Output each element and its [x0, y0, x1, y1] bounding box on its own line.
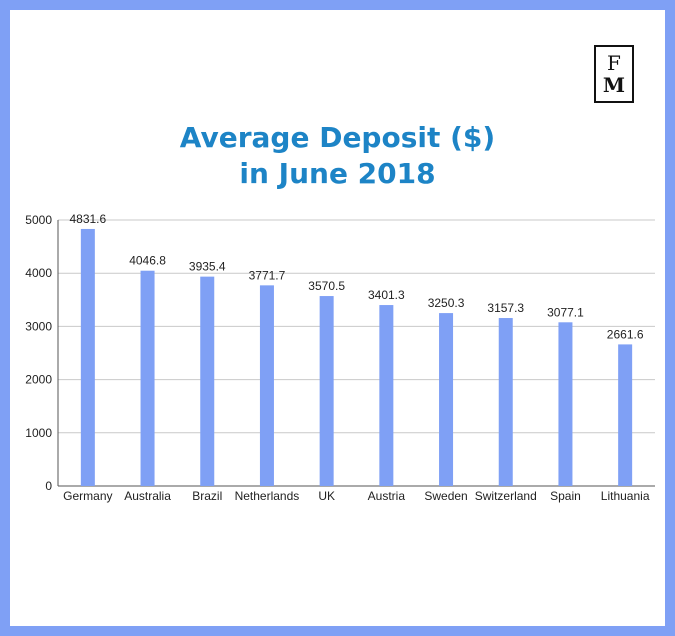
- y-tick-label: 0: [45, 479, 52, 493]
- bar: [439, 313, 454, 486]
- y-tick-label: 1000: [25, 426, 52, 440]
- bar: [80, 228, 95, 487]
- x-tick-label: Lithuania: [601, 489, 650, 503]
- bar: [498, 318, 513, 486]
- data-label: 4046.8: [129, 254, 166, 268]
- data-label: 3250.3: [428, 296, 465, 310]
- data-label: 3401.3: [368, 288, 405, 302]
- chart-title: Average Deposit ($) in June 2018: [0, 120, 675, 192]
- x-tick-label: UK: [318, 489, 335, 503]
- bar: [259, 285, 274, 486]
- chart-title-line1: Average Deposit ($): [179, 121, 496, 154]
- x-tick-label: Germany: [63, 489, 112, 503]
- logo-letter-f: F: [607, 51, 621, 75]
- data-label: 3935.4: [189, 260, 226, 274]
- bar: [379, 305, 394, 486]
- bar: [319, 296, 334, 486]
- x-tick-label: Switzerland: [475, 489, 537, 503]
- chart-frame: [10, 10, 665, 626]
- y-tick-label: 5000: [25, 213, 52, 227]
- data-label: 3077.1: [547, 305, 584, 319]
- bar: [140, 270, 155, 486]
- bar: [558, 322, 573, 486]
- chart-title-line2: in June 2018: [239, 157, 436, 190]
- data-label: 3771.7: [249, 268, 286, 282]
- bar: [200, 276, 215, 486]
- x-tick-label: Spain: [550, 489, 581, 503]
- data-label: 4831.6: [69, 212, 106, 226]
- y-tick-label: 2000: [25, 373, 52, 387]
- y-tick-label: 3000: [25, 319, 52, 333]
- x-tick-label: Brazil: [192, 489, 222, 503]
- x-tick-label: Austria: [368, 489, 406, 503]
- logo-letter-m: M: [602, 73, 626, 97]
- x-tick-label: Australia: [124, 489, 171, 503]
- x-tick-label: Netherlands: [235, 489, 300, 503]
- data-label: 2661.6: [607, 327, 644, 341]
- fm-logo: F M: [594, 45, 634, 103]
- data-label: 3570.5: [308, 279, 345, 293]
- data-label: 3157.3: [487, 301, 524, 315]
- bar: [618, 344, 633, 486]
- x-tick-label: Sweden: [424, 489, 467, 503]
- y-tick-label: 4000: [25, 266, 52, 280]
